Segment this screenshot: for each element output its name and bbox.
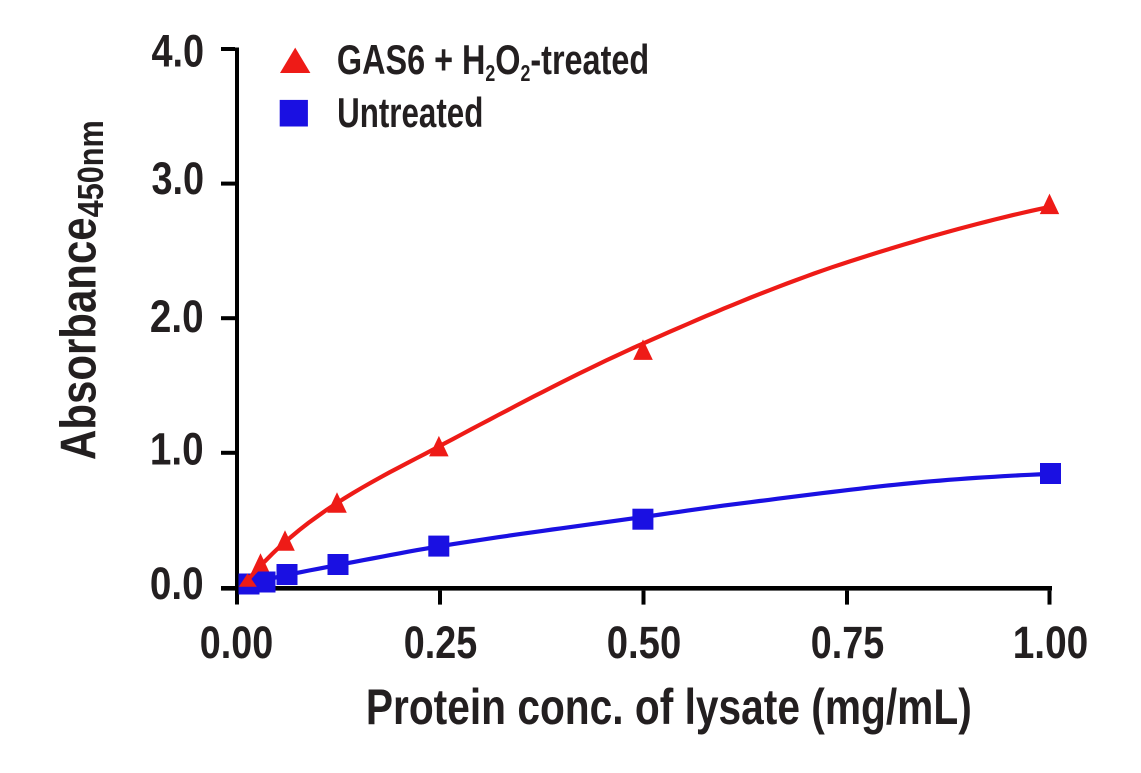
svg-text:3.0: 3.0 [151, 153, 204, 204]
svg-text:2.0: 2.0 [150, 291, 204, 341]
svg-text:Untreated: Untreated [337, 88, 483, 136]
svg-text:0.0: 0.0 [150, 558, 204, 608]
svg-text:0.75: 0.75 [811, 617, 884, 668]
svg-text:0.00: 0.00 [200, 617, 273, 668]
svg-text:0.25: 0.25 [404, 617, 477, 668]
svg-text:1.00: 1.00 [1013, 618, 1089, 668]
svg-text:GAS6 + H2O2-treated: GAS6 + H2O2-treated [337, 36, 649, 87]
svg-text:0.50: 0.50 [607, 617, 681, 668]
svg-text:1.0: 1.0 [150, 424, 204, 474]
svg-text:Protein conc. of lysate (mg/mL: Protein conc. of lysate (mg/mL) [366, 679, 972, 735]
svg-text:4.0: 4.0 [151, 26, 204, 77]
